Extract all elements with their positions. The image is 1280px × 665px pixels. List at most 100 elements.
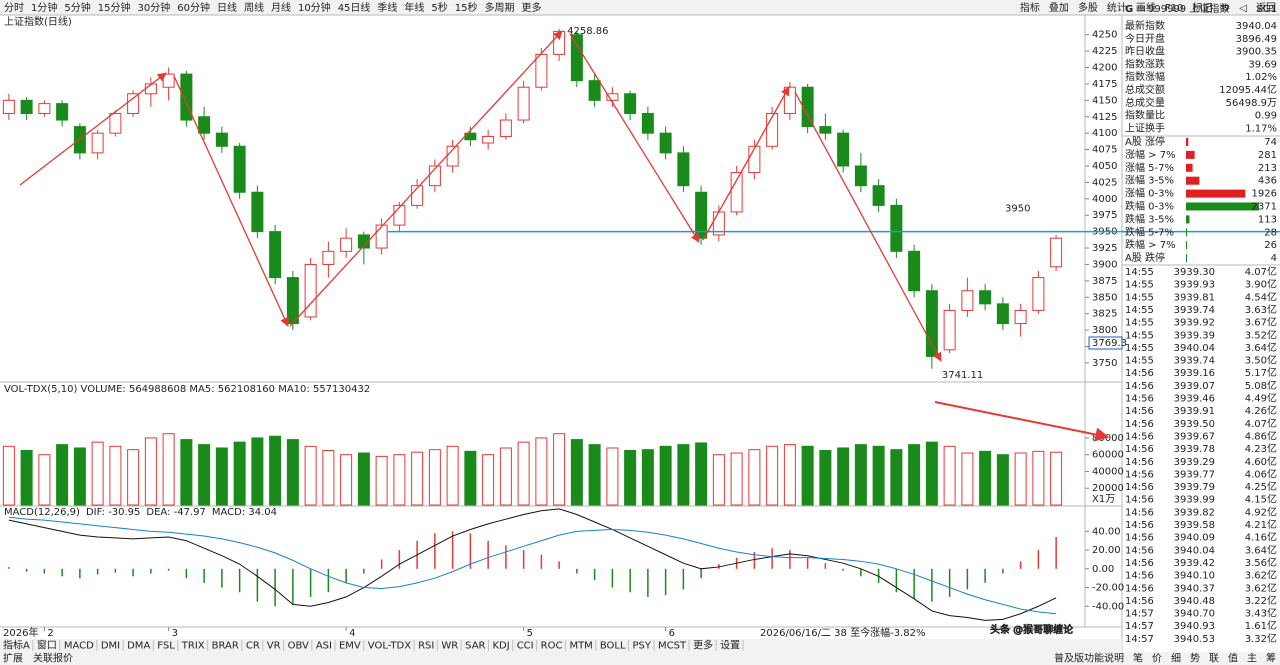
volume-bar <box>570 439 583 506</box>
tick-amount: 4.25亿 <box>1245 480 1277 493</box>
volume-bar <box>517 441 530 506</box>
period-tab[interactable]: 季线 <box>377 1 397 14</box>
indicator-tab[interactable]: 指标A <box>3 639 30 652</box>
panel-name: 999999 上证指数 <box>1148 2 1229 15</box>
breadth-bar <box>1186 163 1193 172</box>
tick-price: 3939.46 <box>1174 394 1215 405</box>
period-tab[interactable]: 1分钟 <box>31 1 57 14</box>
period-tab[interactable]: 15秒 <box>455 1 478 14</box>
indicator-tab[interactable]: ASI <box>316 641 332 652</box>
indicator-tab[interactable]: DMA <box>127 641 150 652</box>
breadth-label: A股 跌停 <box>1125 251 1165 264</box>
candle-body <box>91 132 104 154</box>
period-tab[interactable]: 60分钟 <box>177 1 210 14</box>
volume-bar <box>553 433 566 506</box>
period-tab[interactable]: 年线 <box>404 1 424 14</box>
period-tab[interactable]: 日线 <box>217 1 237 14</box>
tool-button[interactable]: 统计 <box>1107 1 1127 14</box>
period-tab[interactable]: 30分钟 <box>137 1 170 14</box>
trend-arrow <box>794 91 942 362</box>
period-tab[interactable]: 5分钟 <box>64 1 90 14</box>
period-tab[interactable]: 分时 <box>4 2 24 14</box>
status-item[interactable]: 扩展 <box>3 652 23 665</box>
candle-body <box>322 250 335 265</box>
volume-bar <box>464 450 477 506</box>
indicator-tab[interactable]: PSY <box>633 641 652 652</box>
status-item[interactable]: 筹 <box>1266 652 1276 665</box>
indicator-tab[interactable]: 窗口 <box>37 639 57 652</box>
candle-body <box>695 191 708 239</box>
period-tab[interactable]: 10分钟 <box>298 1 331 14</box>
indicator-tab[interactable]: CCI <box>517 641 534 652</box>
tick-time: 14:57 <box>1125 634 1154 645</box>
indicator-tab[interactable]: VOL-TDX <box>368 641 411 652</box>
indicator-tab[interactable]: EMV <box>339 641 361 652</box>
status-item[interactable]: 普及版功能说明 <box>1054 652 1124 665</box>
period-tab[interactable]: 多周期 <box>485 1 515 14</box>
indicator-tab[interactable]: 设置 <box>720 640 740 652</box>
indicator-tab[interactable]: FSL <box>157 641 175 652</box>
period-tab[interactable]: 5秒 <box>431 1 447 14</box>
tool-button[interactable]: ◁ <box>1239 3 1247 14</box>
indicator-tab[interactable]: DMI <box>101 641 120 652</box>
period-tab[interactable]: 周线 <box>244 1 264 14</box>
status-item[interactable]: 关联报价 <box>33 652 73 665</box>
indicator-tab[interactable]: KDJ <box>492 641 509 652</box>
tool-button[interactable]: 返回 <box>1256 2 1276 14</box>
indicator-tab[interactable]: ROC <box>541 641 563 652</box>
tick-time: 14:55 <box>1125 292 1154 303</box>
cursor-label: 3769.3 <box>1092 338 1127 349</box>
tool-button[interactable]: F10 <box>1165 3 1183 14</box>
tool-button[interactable]: 画线 <box>1136 1 1156 14</box>
quote-label: 上证换手 <box>1125 121 1165 134</box>
x-tick-label: 5 <box>527 628 533 639</box>
indicator-tab[interactable]: RSI <box>418 641 434 652</box>
indicator-tab[interactable]: BOLL <box>600 641 626 652</box>
y-tick-label: 3825 <box>1092 309 1117 320</box>
tick-time: 14:56 <box>1125 495 1154 506</box>
status-item[interactable]: 主 <box>1247 653 1257 665</box>
quote-value: 56498.9万 <box>1226 98 1277 109</box>
tick-amount: 3.52亿 <box>1245 328 1277 341</box>
indicator-tab[interactable]: SAR <box>465 641 485 652</box>
breadth-value: 2371 <box>1252 202 1277 213</box>
status-item[interactable]: 值 <box>1228 652 1238 665</box>
candle-body <box>588 80 601 101</box>
period-tab[interactable]: 45日线 <box>338 1 371 14</box>
tick-price: 3939.50 <box>1174 419 1215 430</box>
period-tab[interactable]: 更多 <box>522 1 542 14</box>
tool-button[interactable]: 标记 <box>1192 2 1212 14</box>
status-item[interactable]: 细 <box>1171 652 1181 665</box>
status-item[interactable]: 价 <box>1152 653 1162 665</box>
indicator-tab[interactable]: CR <box>246 641 260 652</box>
indicator-tab[interactable]: MTM <box>569 641 592 652</box>
candle-body <box>854 165 867 187</box>
tick-time: 14:56 <box>1125 558 1154 569</box>
status-item[interactable]: 势 <box>1190 652 1200 665</box>
indicator-tab[interactable]: TRIX <box>181 641 205 652</box>
tick-time: 14:56 <box>1125 596 1154 607</box>
indicator-tab[interactable]: BRAR <box>212 641 239 652</box>
indicator-tab[interactable]: VR <box>267 641 281 652</box>
indicator-tab[interactable]: WR <box>441 641 458 652</box>
tool-button[interactable]: 叠加 <box>1049 2 1069 14</box>
indicator-tab[interactable]: MCST <box>658 641 687 652</box>
tool-button[interactable]: 指标 <box>1020 1 1040 14</box>
tool-button[interactable]: 多股 <box>1078 1 1098 14</box>
candle-body <box>570 34 583 82</box>
trend-arrow <box>173 75 289 327</box>
status-item[interactable]: 笔 <box>1133 652 1143 665</box>
indicator-tab[interactable]: OBV <box>288 641 309 652</box>
indicator-tab[interactable]: 更多 <box>693 639 713 652</box>
volume-bar <box>641 449 654 506</box>
tick-amount: 3.67亿 <box>1245 316 1277 329</box>
panel-menu[interactable]: ≡ <box>1137 4 1145 15</box>
status-item[interactable]: 联 <box>1209 653 1219 665</box>
tool-button[interactable]: ⚙ <box>1221 3 1230 14</box>
breadth-value: 26 <box>1264 240 1277 251</box>
tick-amount: 4.15亿 <box>1245 493 1277 506</box>
candle-body <box>535 53 548 88</box>
period-tab[interactable]: 月线 <box>271 1 291 14</box>
period-tab[interactable]: 15分钟 <box>98 1 131 14</box>
indicator-tab[interactable]: MACD <box>64 641 94 652</box>
